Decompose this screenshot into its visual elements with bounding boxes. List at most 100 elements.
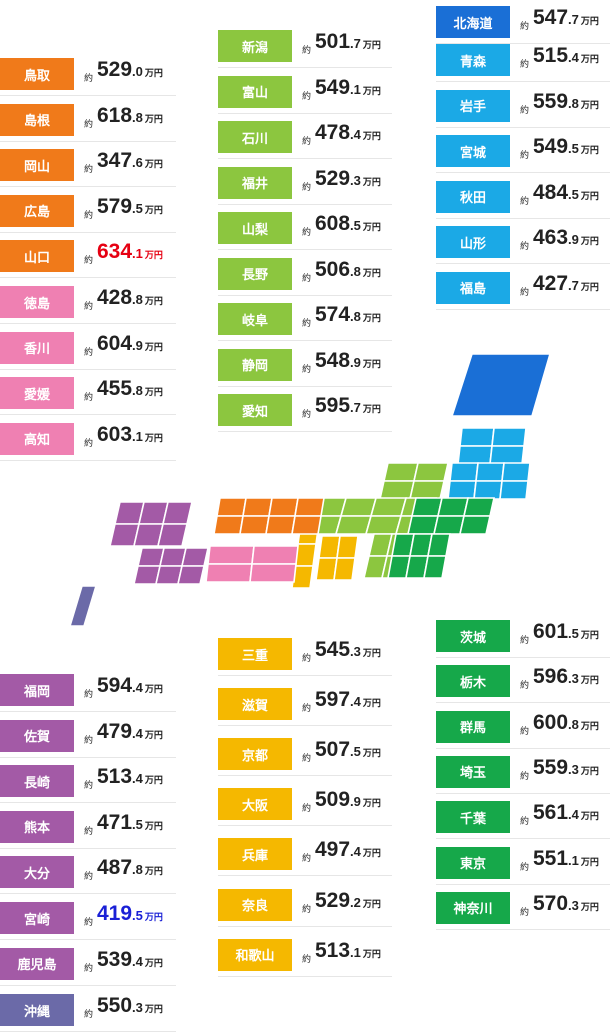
prefecture-badge: 北海道 <box>436 6 510 38</box>
list-item: 新潟約 501.7 万円 <box>218 24 392 68</box>
map-region-tohoku <box>457 445 493 465</box>
value-integer: 471 <box>97 810 133 834</box>
unit-label: 万円 <box>580 766 599 777</box>
list-item: 島根約 618.8 万円 <box>0 98 176 142</box>
value-decimal: .3 <box>350 172 361 188</box>
value-integer: 574 <box>315 303 351 326</box>
value-integer: 597 <box>315 688 351 712</box>
value-integer: 608 <box>315 212 351 235</box>
approx-label: 約 <box>520 771 530 782</box>
value-decimal: .9 <box>350 354 361 370</box>
prefecture-badge: 宮城 <box>436 135 510 167</box>
map-region-kyushu <box>156 523 189 547</box>
list-item: 福岡約 594.4 万円 <box>0 668 176 712</box>
map-region-chugoku <box>291 515 322 535</box>
approx-label: 約 <box>84 918 94 928</box>
prefecture-badge: 滋賀 <box>218 688 292 721</box>
approx-label: 約 <box>520 817 530 828</box>
value-decimal: .8 <box>132 383 143 398</box>
value-decimal: .8 <box>568 95 579 111</box>
map-region-kanto <box>437 497 469 517</box>
map-region-chubu <box>364 515 403 535</box>
unit-label: 万円 <box>362 849 381 860</box>
list-item: 福井約 529.3 万円 <box>218 161 392 205</box>
map-region-kanto <box>427 533 451 557</box>
list-item: 鳥取約 529.0 万円 <box>0 52 176 96</box>
list-item: 北海道約 547.7 万円 <box>436 0 610 44</box>
salary-value: 515.4 万円 <box>533 44 599 68</box>
value-decimal: .5 <box>132 908 143 923</box>
unit-label: 万円 <box>362 132 381 142</box>
value-integer: 561 <box>533 801 569 825</box>
value-decimal: .7 <box>568 12 579 27</box>
unit-label: 万円 <box>362 649 381 659</box>
value-integer: 551 <box>533 846 569 870</box>
map-region-chugoku <box>239 515 270 535</box>
unit-label: 万円 <box>144 160 163 170</box>
value-integer: 596 <box>533 665 569 689</box>
prefecture-badge: 佐賀 <box>0 719 74 752</box>
unit-label: 万円 <box>144 251 163 261</box>
list-item: 和歌山約 513.1 万円 <box>218 933 392 977</box>
salary-value: 608.5 万円 <box>315 212 381 236</box>
value-decimal: .9 <box>568 232 579 247</box>
list-item: 愛知約 595.7 万円 <box>218 388 392 432</box>
prefecture-badge: 山形 <box>436 226 510 258</box>
approx-label: 約 <box>302 91 312 102</box>
unit-label: 万円 <box>144 205 163 216</box>
prefecture-badge: 静岡 <box>218 348 292 381</box>
approx-label: 約 <box>84 165 94 175</box>
list-item: 東京約 551.1 万円 <box>436 841 610 885</box>
unit-label: 万円 <box>362 405 381 415</box>
map-region-tohoku <box>489 445 525 465</box>
prefecture-badge: 茨城 <box>436 620 510 652</box>
value-decimal: .3 <box>568 761 579 777</box>
list-item: 岩手約 559.8 万円 <box>436 84 610 128</box>
value-decimal: .5 <box>350 218 361 233</box>
value-decimal: .8 <box>132 292 143 307</box>
value-decimal: .0 <box>132 64 143 79</box>
value-decimal: .1 <box>350 81 361 97</box>
salary-value: 549.5 万円 <box>533 135 599 159</box>
prefecture-badge: 愛媛 <box>0 377 74 409</box>
salary-value: 513.1 万円 <box>315 939 381 963</box>
value-integer: 594 <box>97 674 133 697</box>
map-region-shikoku <box>205 563 253 583</box>
value-decimal: .8 <box>350 309 361 324</box>
map-region-kanto <box>407 515 439 535</box>
map-region-kanto <box>459 515 491 535</box>
prefecture-badge: 愛知 <box>218 394 292 426</box>
value-integer: 513 <box>97 765 133 789</box>
approx-label: 約 <box>302 364 312 375</box>
prefecture-badge: 岩手 <box>436 89 510 122</box>
salary-value: 545.3 万円 <box>315 638 381 662</box>
value-integer: 463 <box>533 226 569 249</box>
approx-label: 約 <box>302 319 312 329</box>
value-integer: 549 <box>533 135 569 158</box>
approx-label: 約 <box>302 854 312 865</box>
salary-value: 550.3 万円 <box>97 994 163 1018</box>
value-integer: 501 <box>315 30 351 53</box>
prefecture-badge: 東京 <box>436 846 510 879</box>
approx-label: 約 <box>84 826 94 837</box>
map-region-kanto <box>433 515 465 535</box>
salary-value: 579.5 万円 <box>97 195 163 219</box>
prefecture-badge: 熊本 <box>0 810 74 843</box>
approx-label: 約 <box>84 302 94 312</box>
value-integer: 497 <box>315 838 351 862</box>
list-item: 千葉約 561.4 万円 <box>436 795 610 840</box>
value-decimal: .4 <box>132 953 143 969</box>
salary-value: 529.2 万円 <box>315 889 381 913</box>
value-decimal: .8 <box>132 109 143 125</box>
approx-label: 約 <box>84 735 94 746</box>
value-integer: 603 <box>97 422 133 446</box>
list-item: 高知約 603.1 万円 <box>0 417 176 461</box>
approx-label: 約 <box>302 273 312 284</box>
salary-value: 634.1 万円 <box>97 240 163 264</box>
list-item: 岡山約 347.6 万円 <box>0 143 176 187</box>
approx-label: 約 <box>520 287 530 298</box>
unit-label: 万円 <box>580 282 599 293</box>
unit-label: 万円 <box>144 958 163 969</box>
prefecture-badge: 富山 <box>218 75 292 108</box>
list-item: 愛媛約 455.8 万円 <box>0 371 176 415</box>
